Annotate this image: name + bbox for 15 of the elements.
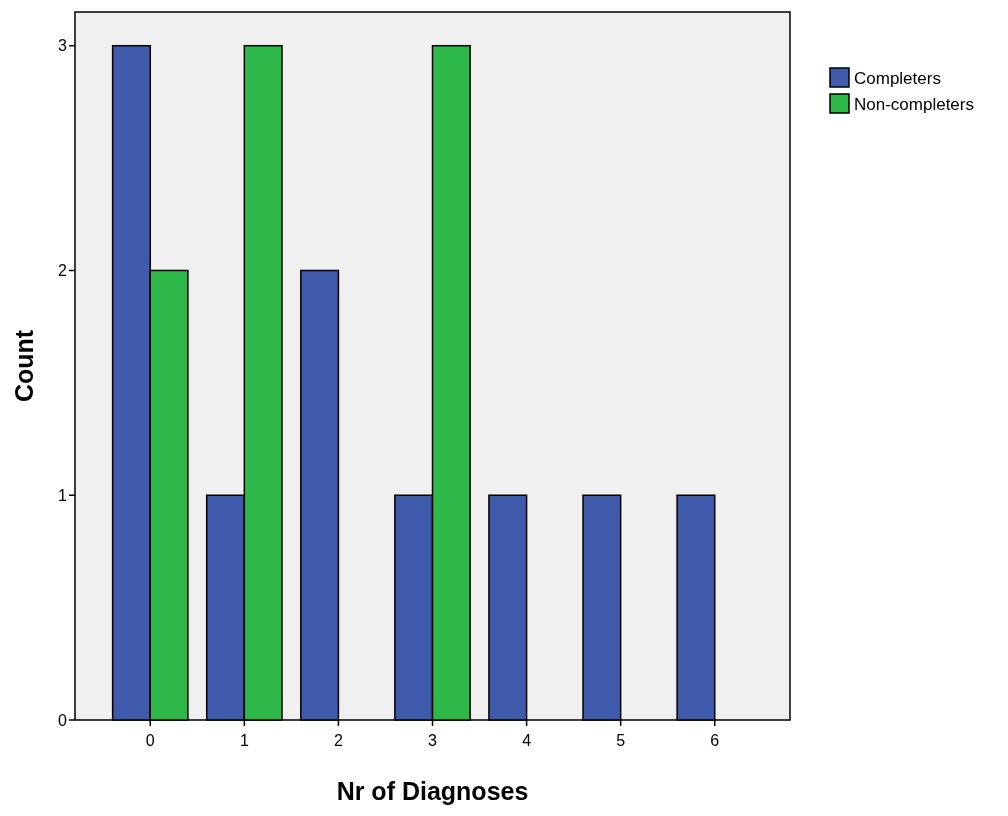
y-tick-label: 2: [58, 262, 68, 280]
y-tick-label: 0: [58, 711, 68, 729]
x-tick-label: 1: [239, 732, 249, 749]
x-axis-title: Nr of Diagnoses: [336, 777, 529, 805]
x-tick-label: 4: [522, 732, 532, 749]
y-axis-title: Count: [10, 329, 38, 403]
x-tick-label: 2: [333, 732, 343, 749]
x-tick-label: 6: [710, 732, 720, 749]
x-tick-label: 3: [428, 732, 438, 749]
legend-label: Non-completers: [854, 94, 974, 114]
y-tick-label: 3: [58, 37, 68, 55]
y-tick-label: 1: [58, 486, 68, 504]
legend-label: Completers: [854, 68, 941, 88]
x-tick-label: 5: [616, 732, 626, 749]
x-tick-label: 0: [145, 732, 155, 749]
